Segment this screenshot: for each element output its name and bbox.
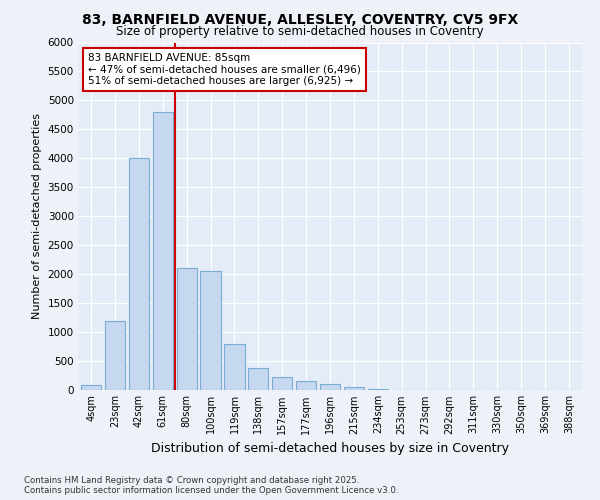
Bar [176,268,197,390]
Bar [248,368,268,390]
Bar [224,344,245,390]
Text: Size of property relative to semi-detached houses in Coventry: Size of property relative to semi-detach… [116,25,484,38]
Bar [320,384,340,390]
Bar [200,272,221,390]
Text: 83 BARNFIELD AVENUE: 85sqm
← 47% of semi-detached houses are smaller (6,496)
51%: 83 BARNFIELD AVENUE: 85sqm ← 47% of semi… [88,53,361,86]
Bar [81,386,101,390]
Bar [368,389,388,390]
Bar [296,382,316,390]
Bar [344,387,364,390]
Bar [105,320,125,390]
X-axis label: Distribution of semi-detached houses by size in Coventry: Distribution of semi-detached houses by … [151,442,509,455]
Text: 83, BARNFIELD AVENUE, ALLESLEY, COVENTRY, CV5 9FX: 83, BARNFIELD AVENUE, ALLESLEY, COVENTRY… [82,12,518,26]
Y-axis label: Number of semi-detached properties: Number of semi-detached properties [32,114,42,320]
Bar [272,377,292,390]
Text: Contains HM Land Registry data © Crown copyright and database right 2025.
Contai: Contains HM Land Registry data © Crown c… [24,476,398,495]
Bar [152,112,173,390]
Bar [129,158,149,390]
